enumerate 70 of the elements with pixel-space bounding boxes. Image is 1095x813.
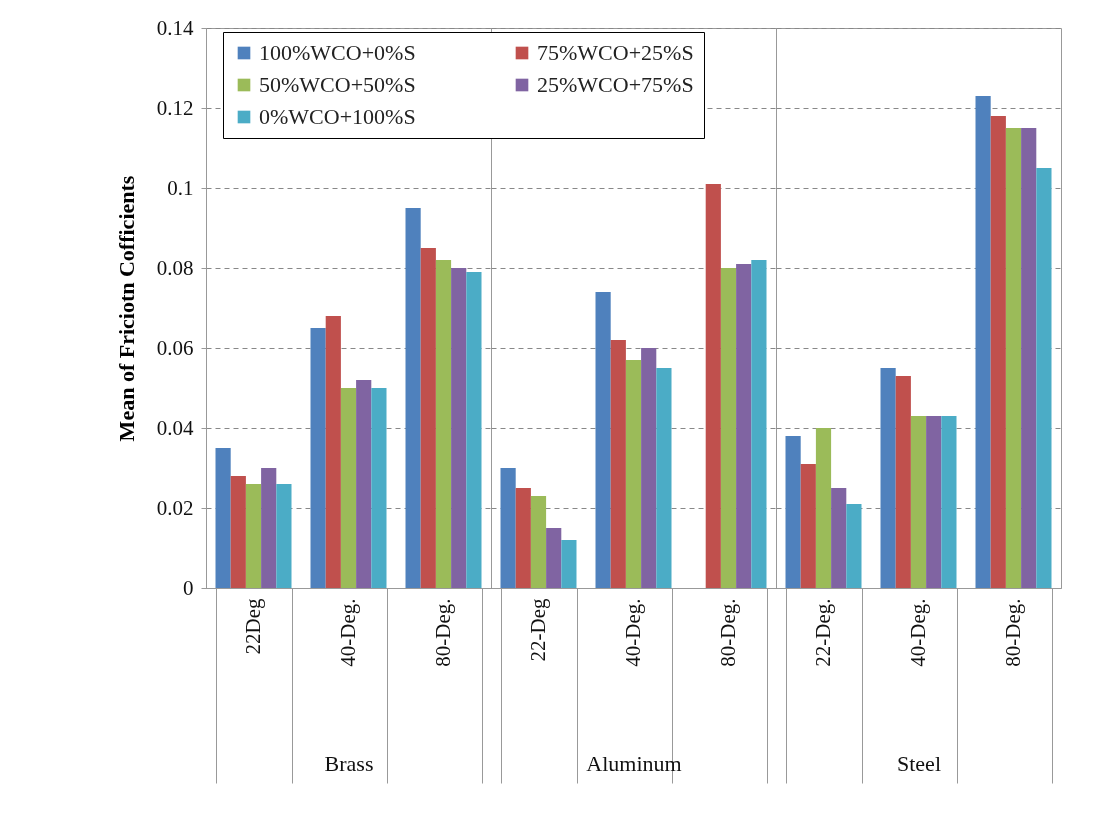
y-tick-label: 0 <box>183 575 194 600</box>
y-tick-label: 0.1 <box>167 175 194 200</box>
bar <box>546 528 562 588</box>
bar <box>815 428 832 588</box>
bar <box>595 292 611 588</box>
bar <box>561 540 577 588</box>
bar <box>736 264 752 588</box>
bar <box>1005 128 1022 588</box>
x-axis-title: Steel <box>897 751 941 776</box>
x-tick-label: 40-Deg. <box>906 598 930 667</box>
bar <box>245 484 262 588</box>
y-tick-label: 0.14 <box>156 15 194 40</box>
bar <box>451 268 467 588</box>
bar <box>846 504 862 588</box>
bar <box>641 348 657 588</box>
bar <box>230 476 246 588</box>
bar <box>926 416 942 588</box>
bar <box>530 496 547 588</box>
bar <box>705 184 721 588</box>
bar <box>276 484 292 588</box>
bar <box>356 380 372 588</box>
bar <box>1021 128 1037 588</box>
bar <box>435 260 452 588</box>
bar <box>405 208 421 588</box>
x-tick-label: 80-Deg. <box>1001 598 1025 667</box>
bar <box>895 376 911 588</box>
bar <box>990 116 1006 588</box>
bar <box>625 360 642 588</box>
y-tick-label: 0.08 <box>156 255 194 280</box>
bar <box>800 464 816 588</box>
y-tick-label: 0.04 <box>156 415 194 440</box>
legend-label: 50%WCO+50%S <box>259 72 416 97</box>
legend-label: 0%WCO+100%S <box>259 104 416 129</box>
bar <box>1036 168 1052 588</box>
x-axis-title: Brass <box>324 751 374 776</box>
x-tick-label: 22-Deg. <box>811 598 835 667</box>
bar <box>751 260 767 588</box>
bar <box>500 468 516 588</box>
x-axis-title: Aluminum <box>586 751 682 776</box>
bar <box>831 488 847 588</box>
x-tick-label: 40-Deg. <box>621 598 645 667</box>
bar <box>340 388 357 588</box>
legend-label: 25%WCO+75%S <box>537 72 694 97</box>
x-tick-label: 22Deg <box>241 598 265 655</box>
legend-label: 100%WCO+0%S <box>259 40 416 65</box>
bar <box>215 448 231 588</box>
y-tick-label: 0.06 <box>156 335 194 360</box>
bar <box>941 416 957 588</box>
bar <box>310 328 326 588</box>
bar <box>880 368 896 588</box>
bar <box>720 268 737 588</box>
bar <box>261 468 277 588</box>
y-tick-label: 0.12 <box>156 95 194 120</box>
bar <box>515 488 531 588</box>
bar <box>420 248 436 588</box>
bar <box>325 316 341 588</box>
bar <box>975 96 991 588</box>
legend-label: 75%WCO+25%S <box>537 40 694 65</box>
y-tick-label: 0.02 <box>156 495 194 520</box>
bar <box>785 436 801 588</box>
y-axis-title: Mean of Friciotn Cofficients <box>113 175 139 442</box>
bar <box>610 340 626 588</box>
x-tick-label: 80-Deg. <box>716 598 740 667</box>
bar <box>910 416 927 588</box>
x-tick-label: 80-Deg. <box>431 598 455 667</box>
bar <box>656 368 672 588</box>
x-tick-label: 40-Deg. <box>336 598 360 667</box>
bar <box>371 388 387 588</box>
x-tick-label: 22-Deg <box>526 598 550 662</box>
bar <box>466 272 482 588</box>
